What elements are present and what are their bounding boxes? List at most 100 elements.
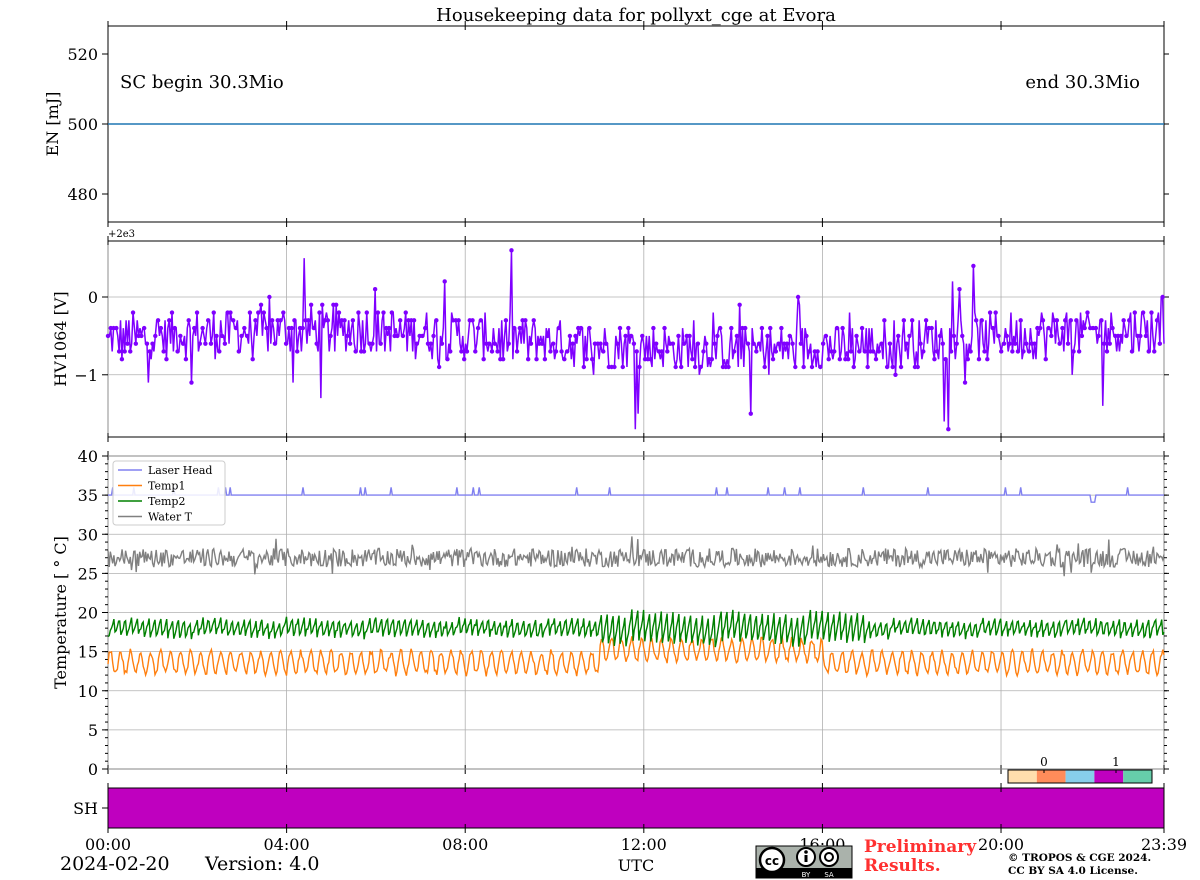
hv1064-point: [832, 349, 837, 354]
hv1064-point: [147, 349, 152, 354]
version-label: Version: 4.0: [205, 853, 320, 875]
svg-text:cc: cc: [765, 854, 779, 868]
hv1064-point: [946, 427, 951, 432]
hv1064-point: [250, 357, 255, 362]
temperature-legend: Laser Head Temp1 Temp2 Water T: [112, 460, 226, 526]
hv1064-point: [473, 349, 478, 354]
hv1064-point: [128, 349, 133, 354]
hv1064-point: [500, 357, 506, 362]
hv1064-point: [194, 310, 200, 315]
hv1064-point: [862, 349, 868, 354]
hv1064-point: [528, 341, 534, 346]
hv1064-point: [295, 349, 300, 354]
hv1064-point: [985, 357, 990, 362]
colorbar-tick-label: 0: [1040, 755, 1048, 769]
hv1064-point: [562, 357, 567, 362]
hv1064-point: [935, 349, 940, 354]
hv1064-point: [876, 349, 881, 354]
hv1064-point: [244, 333, 250, 339]
hv1064-point: [411, 318, 417, 323]
hv1064-point: [715, 333, 720, 339]
hv1064-point: [690, 357, 695, 362]
hv1064-point: [695, 341, 701, 346]
hv1064-point: [1043, 357, 1048, 362]
hv1064-point: [336, 310, 342, 315]
hv1064-point: [589, 357, 595, 362]
hv1064-point: [776, 341, 781, 346]
hv1064-point: [211, 310, 216, 315]
x-tick-label: 12:00: [621, 835, 667, 854]
hv1064-point: [937, 333, 943, 339]
hv1064-point: [662, 325, 667, 331]
hv1064-point: [631, 341, 637, 346]
hv1064-point: [976, 357, 982, 362]
hv1064-point: [979, 318, 984, 323]
hv1064-point: [1152, 349, 1157, 354]
hv1064-point: [150, 341, 155, 346]
hv1064-point: [1007, 341, 1012, 346]
hv1064-point: [1099, 318, 1104, 323]
hv1064-point: [267, 294, 272, 300]
hv1064-point: [356, 310, 361, 315]
hv1064-point: [345, 333, 350, 339]
hv1064-point: [261, 310, 267, 315]
y-tick-label: 25: [78, 564, 98, 583]
hv1064-point: [626, 325, 631, 331]
hv1064-point: [887, 341, 893, 346]
figure-title: Housekeeping data for pollyxt_cge at Evo…: [436, 5, 836, 26]
hv1064-point: [798, 341, 804, 346]
hv1064-point: [183, 357, 189, 362]
hv1064-point: [598, 341, 603, 346]
x-tick-label: 00:00: [85, 835, 131, 854]
x-axis: 00:00 04:00 08:00 12:00 16:00 20:00 23:39: [85, 835, 1187, 854]
hv1064-point: [962, 380, 968, 385]
hv1064-point: [1049, 333, 1054, 339]
shutter-panel: SH: [73, 783, 1165, 833]
hv1064-point: [628, 333, 634, 339]
hv1064-point: [436, 364, 442, 370]
hv1064-point: [623, 333, 628, 339]
hv1064-point: [665, 349, 670, 354]
legend-entry: Temp1: [148, 480, 185, 493]
hv1064-point: [1101, 341, 1107, 346]
colorbar-swatch: [1036, 770, 1066, 783]
hv1064-point: [119, 357, 125, 362]
hv1064-point: [617, 325, 623, 331]
hv1064-point: [1004, 333, 1009, 339]
y-tick-label: 520: [67, 45, 98, 64]
hv1064-point: [105, 333, 111, 339]
y-offset-text: +2e3: [108, 229, 135, 240]
hv1064-point: [308, 302, 314, 307]
hv1064-point: [637, 364, 642, 370]
hv1064-point: [208, 341, 214, 346]
hv1064-point: [823, 333, 829, 339]
date-label: 2024-02-20: [60, 853, 170, 875]
hv1064-point: [442, 279, 447, 284]
hv1064-point: [389, 310, 395, 315]
hv1064-point: [879, 341, 884, 346]
hv1064-point: [993, 310, 998, 315]
preliminary-notice: Preliminary Results.: [864, 838, 976, 876]
annotation-end: end 30.3Mio: [1025, 72, 1140, 93]
hv1064-point: [1057, 341, 1062, 346]
hv1064-point: [203, 341, 208, 346]
hv1064-point: [553, 349, 559, 354]
hv1064-point: [698, 364, 703, 370]
hv1064-point: [114, 325, 119, 331]
hv1064-point: [932, 357, 937, 362]
hv1064-point: [539, 341, 545, 346]
hv1064-point: [542, 357, 548, 362]
hv1064-point: [1021, 349, 1026, 354]
hv1064-point: [756, 341, 762, 346]
energy-panel: 480 500 520 EN [mJ] SC begin 30.3Mio end 30.3…: [43, 21, 1169, 227]
hv1064-point: [815, 349, 820, 354]
hv1064-point: [534, 357, 539, 362]
hv1064-point: [328, 333, 333, 339]
hv1064-point: [258, 302, 264, 307]
cc-sa-label: SA: [824, 871, 834, 879]
hv1064-point: [420, 333, 425, 339]
hv1064-point: [1129, 349, 1135, 354]
hv1064-point: [659, 349, 664, 354]
hv1064-point: [180, 341, 186, 346]
